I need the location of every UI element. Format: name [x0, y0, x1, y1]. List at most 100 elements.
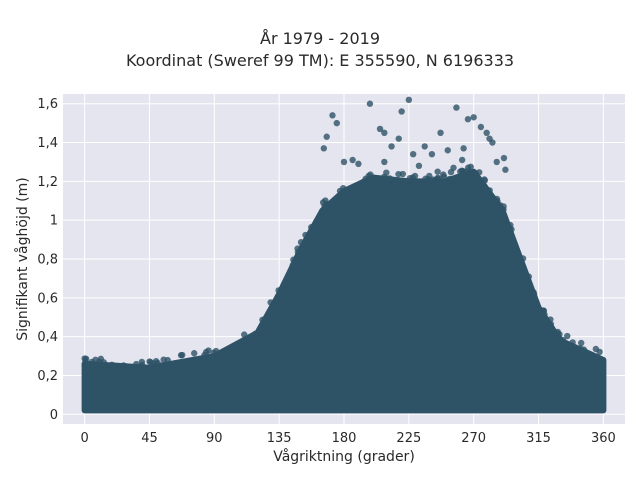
data-point — [275, 314, 282, 321]
data-point — [230, 353, 237, 360]
data-point — [355, 160, 362, 168]
data-point — [125, 383, 132, 390]
chart-subtitle: Koordinat (Sweref 99 TM): E 355590, N 61… — [125, 51, 515, 70]
data-point — [590, 355, 597, 362]
data-point — [378, 178, 385, 186]
data-points — [81, 96, 607, 414]
data-point — [320, 145, 328, 152]
data-point — [117, 367, 124, 374]
data-point — [294, 245, 301, 252]
x-tick-label: 0 — [80, 431, 88, 446]
data-point — [349, 194, 357, 202]
data-point — [493, 158, 500, 166]
data-point — [414, 185, 421, 193]
data-point — [259, 316, 266, 324]
data-point — [140, 382, 147, 389]
data-point — [398, 108, 405, 115]
data-point — [557, 338, 564, 345]
data-point — [340, 158, 348, 166]
data-point — [551, 340, 559, 348]
data-point — [295, 263, 303, 270]
data-point — [232, 344, 239, 351]
data-point — [540, 318, 548, 326]
data-point — [568, 353, 576, 361]
data-point — [596, 372, 604, 379]
data-point — [435, 200, 442, 207]
x-tick-label: 315 — [526, 431, 551, 446]
data-point — [545, 337, 552, 344]
data-point — [127, 373, 134, 381]
data-point — [464, 183, 471, 191]
x-tick-label: 180 — [332, 431, 357, 446]
data-point — [592, 345, 600, 353]
data-point — [424, 175, 432, 183]
data-point — [349, 156, 356, 164]
data-point — [483, 129, 490, 137]
data-point — [375, 191, 382, 198]
data-point — [164, 356, 171, 364]
data-point — [421, 143, 428, 150]
data-point — [307, 247, 314, 255]
data-point — [460, 145, 467, 152]
chart-title: År 1979 - 2019 — [260, 29, 380, 48]
data-point — [319, 217, 327, 225]
data-point — [175, 381, 182, 388]
data-point — [463, 168, 471, 175]
data-point — [323, 133, 330, 140]
data-point — [337, 209, 345, 217]
data-point — [475, 181, 483, 188]
data-point — [432, 195, 439, 202]
data-point — [133, 360, 140, 368]
data-point — [388, 186, 395, 194]
data-point — [110, 362, 117, 369]
data-point — [151, 383, 159, 390]
x-tick-label: 45 — [141, 431, 158, 446]
data-point — [470, 114, 477, 121]
data-point — [275, 287, 282, 294]
data-point — [100, 359, 108, 366]
data-point — [283, 291, 291, 298]
data-point — [283, 298, 290, 305]
data-point — [388, 143, 395, 150]
data-point — [598, 362, 605, 369]
data-point — [387, 193, 394, 201]
data-point — [99, 371, 106, 379]
data-point — [453, 104, 460, 111]
data-point — [477, 123, 485, 131]
data-point — [108, 371, 115, 379]
data-point — [558, 345, 565, 353]
x-tick-label: 360 — [591, 431, 616, 446]
data-point — [529, 290, 536, 297]
data-point — [534, 322, 542, 329]
data-point — [205, 347, 212, 354]
data-point — [435, 178, 443, 185]
y-tick-label: 0 — [50, 408, 58, 423]
data-point — [414, 192, 422, 200]
data-point — [450, 179, 457, 187]
data-point — [149, 365, 156, 373]
y-tick-label: 0,4 — [37, 330, 58, 345]
data-point — [222, 365, 230, 372]
data-point — [88, 366, 96, 374]
data-point — [366, 100, 374, 107]
data-point — [491, 219, 499, 227]
y-tick-label: 0,2 — [37, 369, 58, 384]
data-point — [434, 168, 441, 175]
data-point — [569, 339, 576, 346]
data-point — [475, 189, 483, 196]
data-point — [386, 175, 393, 182]
data-point — [88, 358, 96, 366]
data-point — [500, 206, 507, 213]
data-point — [591, 361, 598, 368]
data-point — [536, 327, 543, 334]
data-point — [302, 231, 309, 239]
data-point — [381, 129, 388, 137]
data-point — [133, 386, 141, 393]
data-point — [220, 355, 228, 362]
data-point — [109, 384, 117, 391]
data-point — [360, 197, 368, 205]
data-point — [539, 310, 546, 318]
data-point — [518, 263, 526, 270]
data-point — [517, 268, 524, 275]
data-point — [533, 299, 540, 307]
